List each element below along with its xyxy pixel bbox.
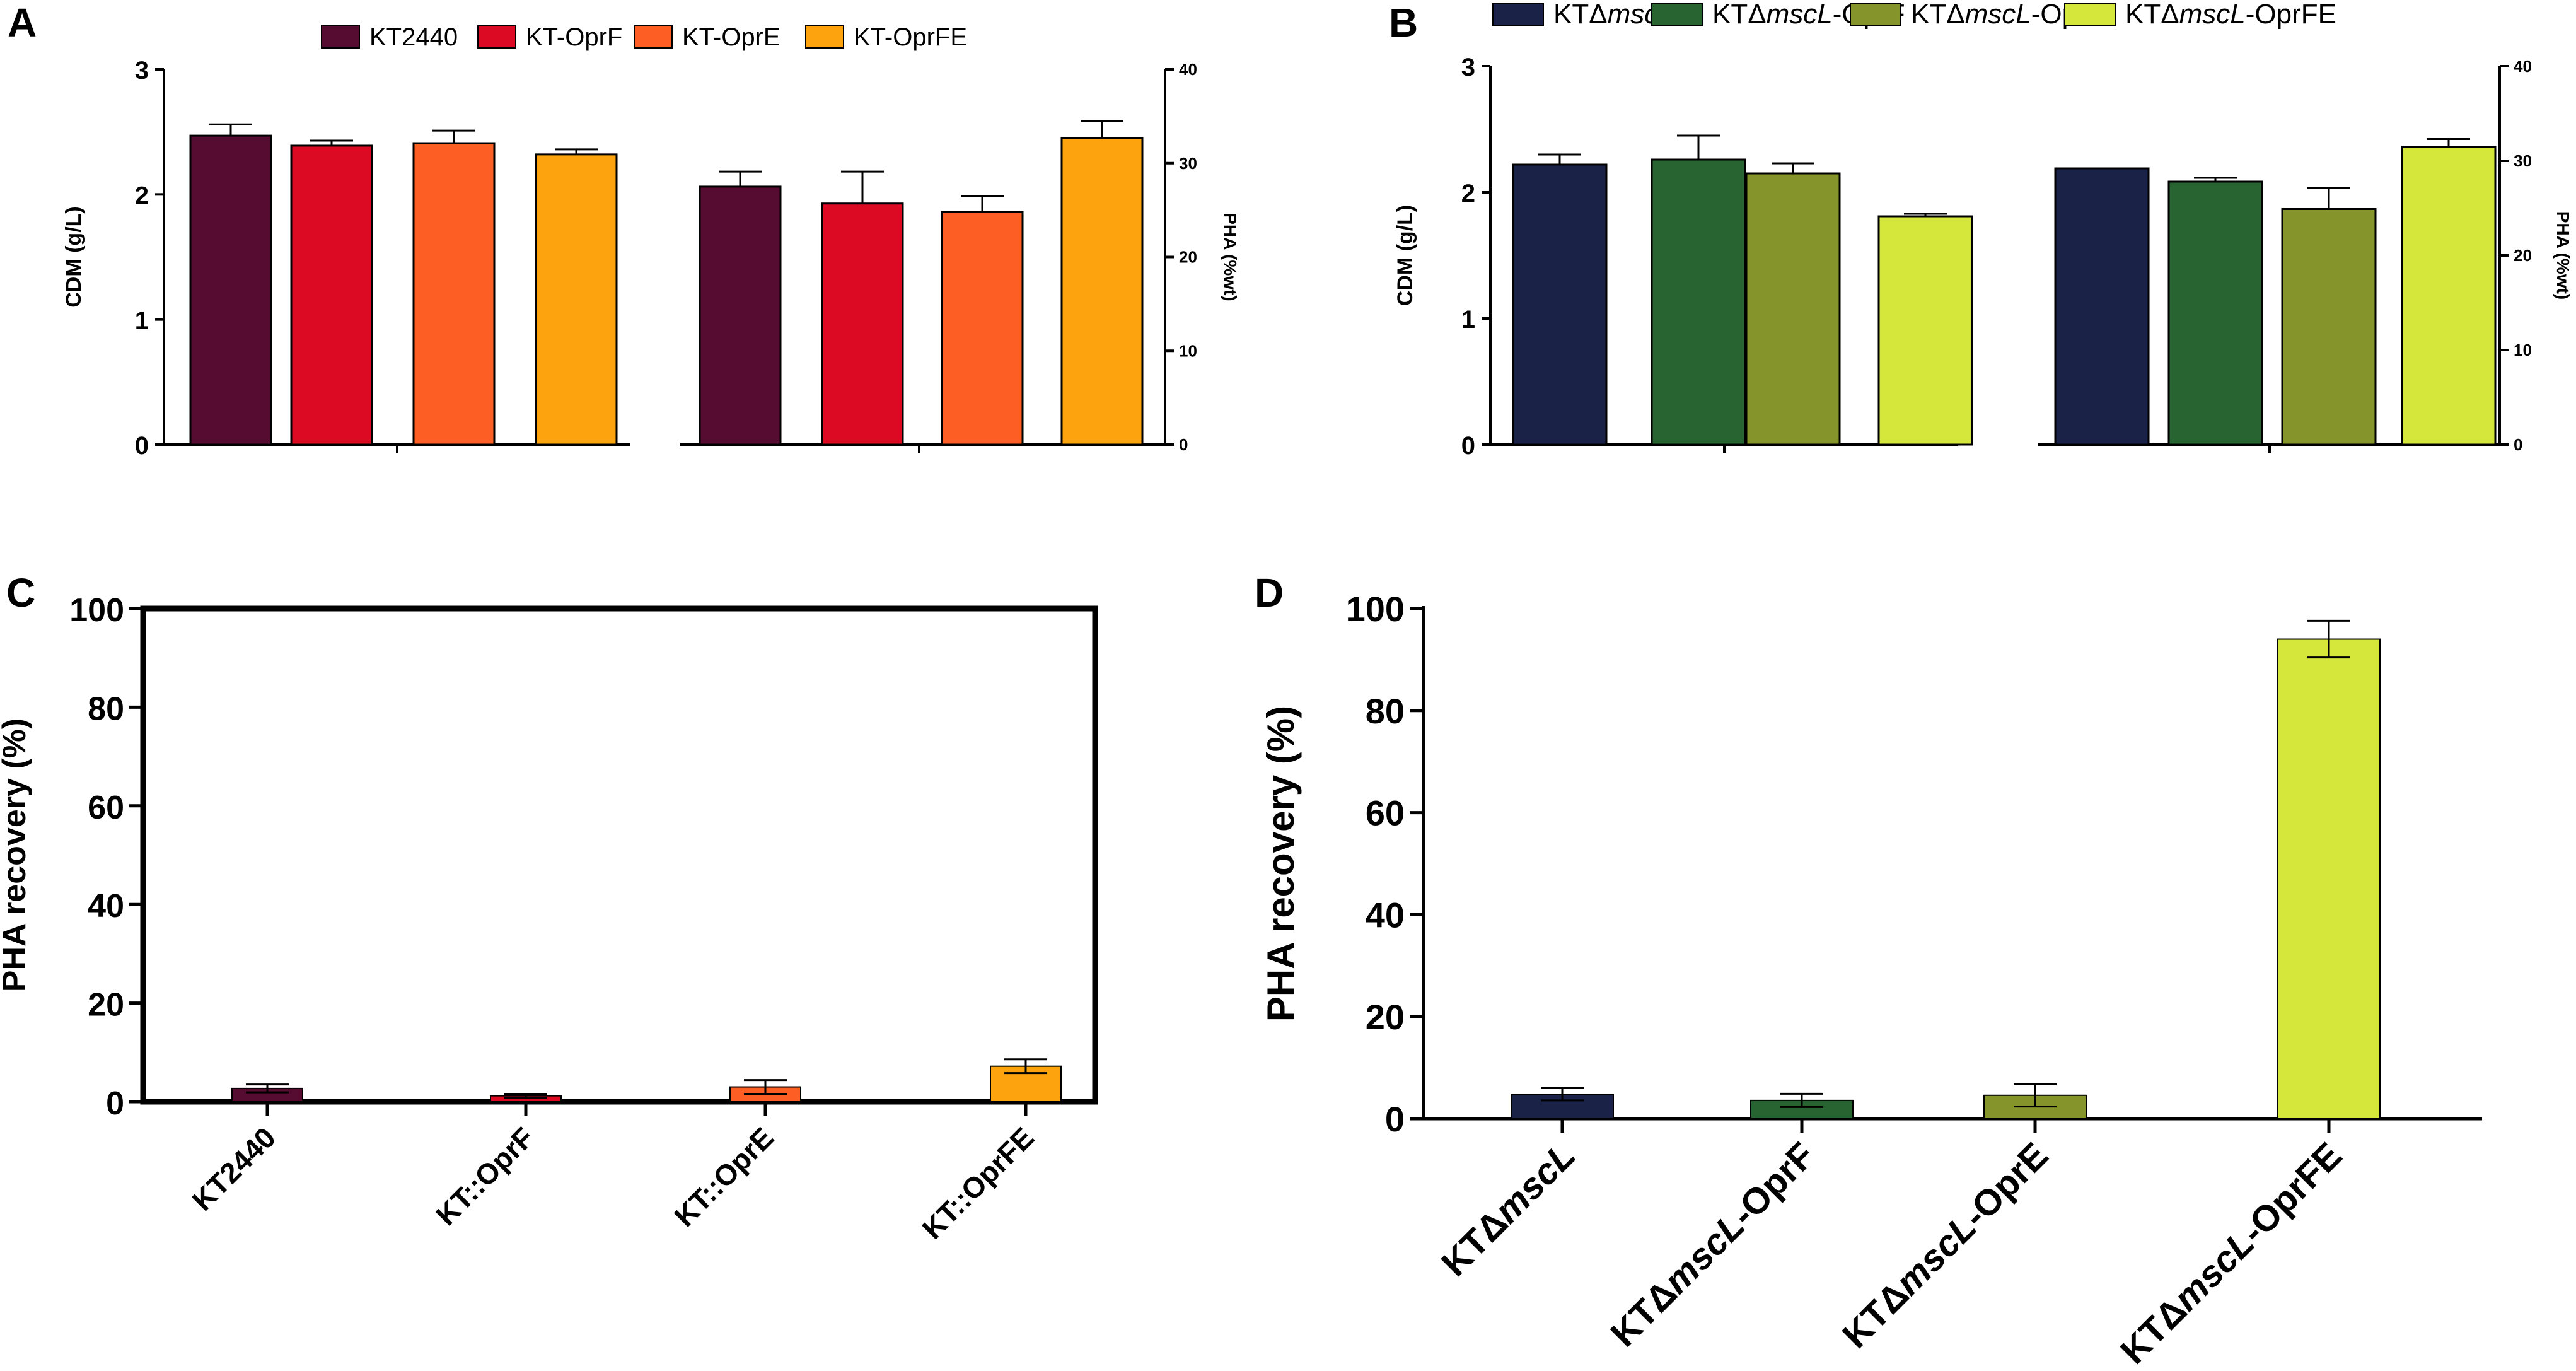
left-axis-title: CDM (g/L) bbox=[62, 206, 86, 308]
left-tick-label: 2 bbox=[135, 182, 149, 209]
x-tick-label: KT2440 bbox=[186, 1121, 282, 1216]
bar-cdm bbox=[1512, 163, 1608, 446]
y-tick-label: 60 bbox=[88, 790, 124, 826]
right-tick-label: 40 bbox=[2514, 57, 2532, 76]
right-axis-title: PHA (%wt) bbox=[1221, 213, 1240, 301]
bar-cdm bbox=[412, 142, 496, 446]
y-tick-label: 20 bbox=[1366, 997, 1405, 1037]
y-tick-label: 60 bbox=[1366, 793, 1405, 833]
panel-label-b: B bbox=[1389, 0, 1418, 45]
y-tick-label: 40 bbox=[88, 888, 124, 925]
x-tick-label: KT::OprF bbox=[429, 1121, 540, 1232]
bar-pha bbox=[2281, 208, 2377, 446]
bar bbox=[2277, 638, 2381, 1119]
bar-cdm bbox=[1877, 215, 1973, 446]
bar-cdm bbox=[1745, 172, 1841, 446]
right-tick-label: 30 bbox=[2514, 151, 2532, 170]
y-tick-label: 20 bbox=[88, 987, 124, 1024]
y-tick-label: 0 bbox=[1385, 1099, 1405, 1139]
left-tick-label: 3 bbox=[1461, 54, 1475, 81]
panel-label-c: C bbox=[6, 570, 35, 615]
right-tick-label: 10 bbox=[1179, 341, 1197, 360]
right-tick-label: 10 bbox=[2514, 341, 2532, 359]
left-tick-label: 1 bbox=[1461, 306, 1475, 334]
panel-label-d: D bbox=[1255, 570, 1284, 615]
left-tick-label: 0 bbox=[135, 432, 149, 460]
y-tick-label: 80 bbox=[88, 691, 124, 727]
legend-swatch bbox=[477, 25, 516, 49]
bar-pha bbox=[941, 211, 1024, 446]
legend-swatch bbox=[1850, 3, 1901, 26]
right-axis-title: PHA (%wt) bbox=[2553, 211, 2573, 300]
y-tick-label: 100 bbox=[1346, 589, 1405, 629]
bar-pha bbox=[2167, 180, 2263, 446]
bar-pha bbox=[2401, 146, 2497, 446]
legend-swatch bbox=[321, 25, 360, 49]
panel-label-a: A bbox=[8, 0, 37, 45]
x-tick-label: KT::OprE bbox=[668, 1121, 780, 1233]
bar-cdm bbox=[535, 153, 618, 446]
legend-swatch bbox=[2064, 3, 2116, 26]
bar-pha bbox=[1060, 137, 1144, 446]
bar-pha bbox=[821, 202, 904, 446]
bar-pha bbox=[2054, 167, 2150, 446]
left-tick-label: 2 bbox=[1461, 180, 1475, 207]
right-tick-label: 20 bbox=[1179, 248, 1197, 267]
left-tick-label: 1 bbox=[135, 307, 149, 335]
legend-label: KT2440 bbox=[369, 23, 458, 51]
x-tick-label: KTΔmscL-OprFE bbox=[2113, 1135, 2350, 1371]
bar-cdm bbox=[1651, 158, 1746, 446]
right-tick-label: 0 bbox=[1179, 435, 1188, 454]
right-tick-label: 0 bbox=[2514, 435, 2522, 454]
y-tick-label: 80 bbox=[1366, 691, 1405, 731]
right-tick-label: 30 bbox=[1179, 154, 1197, 173]
plot-frame bbox=[140, 605, 1098, 1105]
right-tick-label: 40 bbox=[1179, 60, 1197, 79]
legend-label: KT-OprE bbox=[682, 23, 780, 51]
left-tick-label: 3 bbox=[135, 57, 149, 85]
bar-cdm bbox=[189, 134, 272, 446]
left-tick-label: 0 bbox=[1461, 432, 1475, 460]
legend-swatch bbox=[634, 25, 673, 49]
x-tick-label: KTΔmscL-OprF bbox=[1603, 1135, 1823, 1355]
y-axis-title: PHA recovery (%) bbox=[1260, 706, 1302, 1022]
legend-label: KT-OprF bbox=[526, 23, 622, 51]
x-tick-label: KTΔmscL-OprE bbox=[1835, 1135, 2056, 1356]
left-axis-title: CDM (g/L) bbox=[1393, 205, 1417, 306]
x-tick-label: KT::OprFE bbox=[915, 1121, 1040, 1246]
legend-label: KT-OprFE bbox=[854, 23, 967, 51]
y-tick-label: 0 bbox=[106, 1085, 124, 1122]
y-tick-label: 100 bbox=[69, 592, 124, 629]
legend-swatch bbox=[805, 25, 844, 49]
legend-swatch bbox=[1492, 3, 1544, 26]
x-tick-label: KTΔmscL bbox=[1434, 1135, 1583, 1284]
panel-a-chart: 0 1 2 3 CDM (g/L) 0 10 20 30 40 PHA (%wt) KT2440 KT-… bbox=[62, 23, 1240, 460]
y-axis-title: PHA recovery (%) bbox=[0, 718, 33, 992]
bar-cdm bbox=[290, 144, 373, 446]
legend-swatch bbox=[1651, 3, 1703, 26]
legend-label: KTΔmscL-OprFE bbox=[2125, 0, 2336, 30]
bar-pha bbox=[699, 185, 782, 446]
right-tick-label: 20 bbox=[2514, 246, 2532, 265]
y-tick-label: 40 bbox=[1366, 895, 1405, 935]
